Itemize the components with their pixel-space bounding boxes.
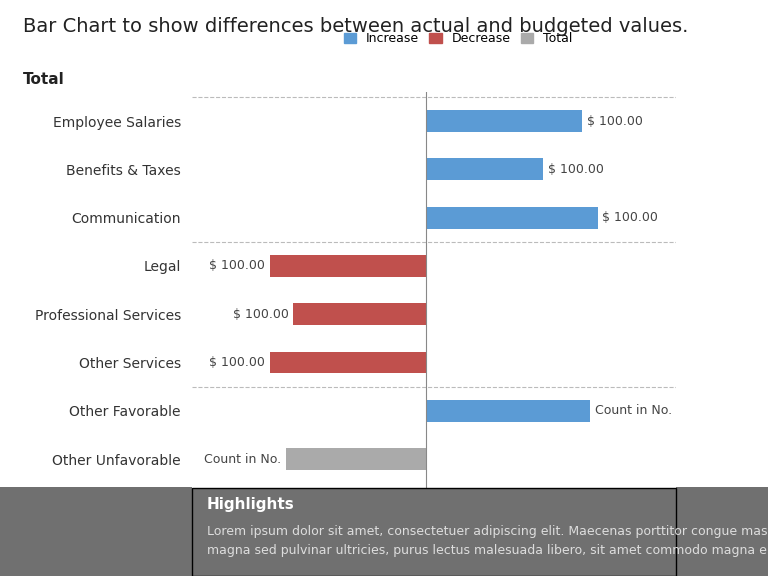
Text: $ 100.00: $ 100.00	[587, 115, 643, 127]
Bar	[426, 207, 598, 229]
Legend: Increase, Decrease, Total: Increase, Decrease, Total	[339, 27, 578, 50]
Text: $ 100.00: $ 100.00	[233, 308, 289, 321]
Bar	[426, 110, 582, 132]
Bar	[426, 400, 590, 422]
Text: $ 100.00: $ 100.00	[548, 163, 604, 176]
Text: Bar Chart to show differences between actual and budgeted values.: Bar Chart to show differences between ac…	[23, 17, 688, 36]
Bar	[286, 448, 426, 470]
Text: Total: Total	[23, 72, 65, 87]
Text: Count in No.: Count in No.	[204, 453, 281, 465]
Bar	[293, 304, 426, 325]
Text: Highlights: Highlights	[207, 497, 294, 512]
FancyBboxPatch shape	[192, 488, 676, 576]
Bar	[426, 158, 543, 180]
Bar	[270, 352, 426, 373]
Text: Lorem ipsum dolor sit amet, consectetuer adipiscing elit. Maecenas porttitor con: Lorem ipsum dolor sit amet, consectetuer…	[207, 525, 768, 557]
Text: $ 100.00: $ 100.00	[210, 259, 266, 272]
Text: $ 100.00: $ 100.00	[210, 356, 266, 369]
Bar	[270, 255, 426, 277]
Text: Count in No.: Count in No.	[594, 404, 672, 418]
Text: $ 100.00: $ 100.00	[602, 211, 658, 224]
